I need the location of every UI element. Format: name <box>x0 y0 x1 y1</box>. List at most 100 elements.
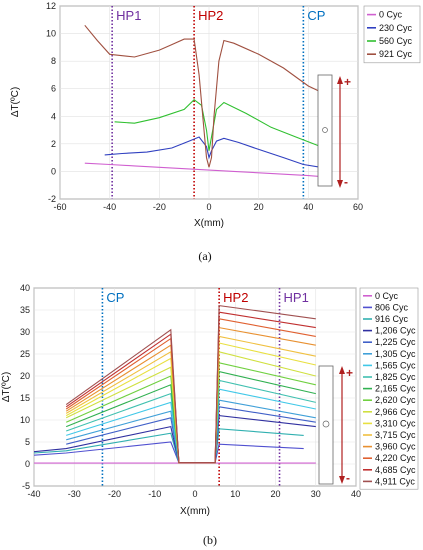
y-tick-label: 40 <box>20 283 30 293</box>
y-tick-label: 15 <box>20 393 30 403</box>
y-tick-label: 5 <box>25 437 30 447</box>
vertical-line-label-cp: CP <box>106 290 124 305</box>
vertical-lines-b: CP HP2 HP1 <box>101 288 309 486</box>
x-tick-label: -20 <box>108 489 121 499</box>
legend-entry: 0 Cyc <box>379 10 403 20</box>
panel-b: CP HP2 HP1 -40 -30 -20 -10 0 10 20 30 40-505101520… <box>1 283 419 547</box>
vertical-line-label-hp2: HP2 <box>223 290 248 305</box>
legend-entry: 4,911 Cyc <box>375 476 415 486</box>
y-tick-label: -5 <box>22 481 30 491</box>
x-tick-label: -60 <box>53 202 66 212</box>
legend-entry: 4,220 Cyc <box>375 453 416 463</box>
legend-entry: 3,715 Cyc <box>375 430 416 440</box>
x-axis-label-b: X(mm) <box>180 506 210 517</box>
x-tick-label: -30 <box>68 489 81 499</box>
legend-entry: 3,960 Cyc <box>375 442 416 452</box>
minus-label-a: - <box>344 175 348 189</box>
legend-entry: 4,685 Cyc <box>375 465 416 475</box>
legend-entry: 230 Cyc <box>379 23 413 33</box>
arrow-up-b <box>339 366 345 374</box>
series-line-b-7 <box>66 379 316 464</box>
legend-entry: 1,206 Cyc <box>375 326 416 336</box>
vertical-line-label-cp: CP <box>307 8 325 23</box>
legend-entry: 2,620 Cyc <box>375 395 416 405</box>
x-tick-label: 40 <box>351 489 361 499</box>
x-axis-label-a: X(mm) <box>194 218 224 229</box>
y-tick-label: 10 <box>46 29 56 39</box>
y-tick-label: 25 <box>20 349 30 359</box>
legend-entry: 921 Cyc <box>379 49 413 59</box>
arrow-down-b <box>339 476 345 484</box>
plus-label-a: + <box>344 75 351 89</box>
x-tick-label: -40 <box>103 202 116 212</box>
arrow-up-a <box>337 76 343 84</box>
plus-label-b: + <box>346 366 353 380</box>
x-tick-label: 20 <box>254 202 264 212</box>
legend-entry: 0 Cyc <box>375 291 399 301</box>
y-tick-label: 12 <box>46 1 56 11</box>
y-tick-label: 10 <box>20 415 30 425</box>
series-line-b-4 <box>66 406 316 464</box>
series-line-a-0 <box>84 162 326 178</box>
y-axis-label-a: ΔT(ºC) <box>10 87 21 117</box>
hole-b <box>322 420 330 428</box>
series-line-b-10 <box>65 351 316 464</box>
y-tick-label: 0 <box>51 166 56 176</box>
y-axis-label-b: ΔT(ºC) <box>1 372 12 402</box>
hole-a <box>322 127 328 133</box>
legend-entry: 1,225 Cyc <box>375 337 416 347</box>
minus-label-b: - <box>346 471 350 485</box>
x-tick-label: 30 <box>311 489 321 499</box>
x-tick-label: 60 <box>353 202 363 212</box>
legend-entry: 916 Cyc <box>375 314 409 324</box>
legend-entry: 1,825 Cyc <box>375 372 416 382</box>
x-tick-label: -10 <box>148 489 161 499</box>
y-tick-label: 20 <box>20 371 30 381</box>
series-b <box>33 304 316 464</box>
y-tick-label: 2 <box>51 139 56 149</box>
x-tick-label: 0 <box>206 202 211 212</box>
legend-box-a <box>363 5 421 64</box>
series-line-a-2 <box>114 98 326 151</box>
ticks-b: -40 -30 -20 -10 0 10 20 30 40 -5 0 5 10 15 20 25 30 35 40 <box>20 283 361 499</box>
specimen-b <box>318 365 334 485</box>
schematic-a: + - <box>317 74 351 189</box>
vertical-line-label-hp2: HP2 <box>198 8 223 23</box>
legend-entry: 1,565 Cyc <box>375 360 416 370</box>
y-tick-label: 6 <box>51 84 56 94</box>
y-tick-label: -2 <box>48 194 56 204</box>
legend-entry: 806 Cyc <box>375 302 409 312</box>
x-tick-label: 20 <box>270 489 280 499</box>
y-tick-label: 35 <box>20 305 30 315</box>
y-tick-label: 8 <box>51 56 56 66</box>
vertical-lines-a: HP1 HP2 CP <box>111 6 325 199</box>
y-tick-label: 0 <box>25 459 30 469</box>
arrow-down-a <box>337 180 343 188</box>
specimen-a <box>317 74 333 187</box>
vertical-line-label-hp1: HP1 <box>284 290 309 305</box>
legend-a: 0 Cyc 230 Cyc 560 Cyc 921 Cyc <box>363 5 421 64</box>
series-a <box>84 24 326 178</box>
x-tick-label: 40 <box>303 202 313 212</box>
caption-a: (a) <box>198 249 211 263</box>
series-line-a-1 <box>104 136 326 168</box>
schematic-b: + - <box>318 365 353 485</box>
legend-entry: 2,165 Cyc <box>375 384 416 394</box>
y-tick-label: 30 <box>20 327 30 337</box>
x-tick-label: -20 <box>153 202 166 212</box>
legend-entry: 560 Cyc <box>379 36 413 46</box>
y-tick-label: 4 <box>51 111 56 121</box>
x-tick-label: 0 <box>192 489 197 499</box>
legend-entry: 3,310 Cyc <box>375 418 416 428</box>
vertical-line-label-hp1: HP1 <box>116 8 141 23</box>
legend-entry: 2,966 Cyc <box>375 407 416 417</box>
caption-b: (b) <box>203 533 217 547</box>
series-line-b-16 <box>65 304 316 464</box>
series-line-a-3 <box>84 24 326 168</box>
legend-entry: 1,305 Cyc <box>375 349 416 359</box>
x-tick-label: -40 <box>27 489 40 499</box>
